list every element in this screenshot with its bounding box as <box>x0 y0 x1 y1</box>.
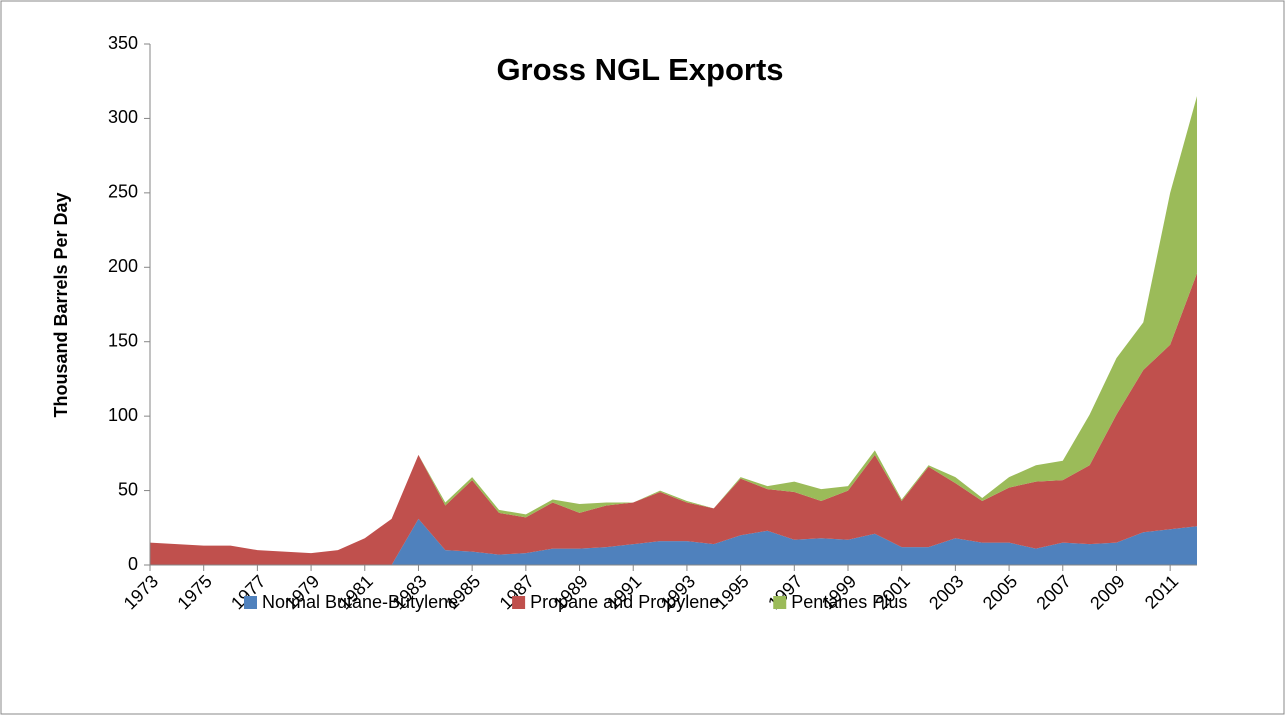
legend-swatch <box>773 596 787 609</box>
y-tick-label: 100 <box>108 405 138 425</box>
y-tick-label: 350 <box>108 33 138 53</box>
area <box>150 273 1197 565</box>
y-tick-label: 200 <box>108 256 138 276</box>
y-tick-label: 150 <box>108 330 138 350</box>
y-tick-label: 50 <box>118 479 138 499</box>
legend-label: Normal Butane-Butylene <box>262 592 458 612</box>
legend-label: Pentanes Plus <box>791 592 907 612</box>
y-axis-label: Thousand Barrels Per Day <box>51 192 71 417</box>
y-tick-label: 0 <box>128 554 138 574</box>
legend-label: Propane and Propylene <box>530 592 719 612</box>
chart-title: Gross NGL Exports <box>496 52 783 87</box>
legend-swatch <box>244 596 257 609</box>
y-tick-label: 250 <box>108 182 138 202</box>
area <box>150 518 1197 565</box>
y-tick-label: 300 <box>108 107 138 127</box>
legend-swatch <box>512 596 526 609</box>
